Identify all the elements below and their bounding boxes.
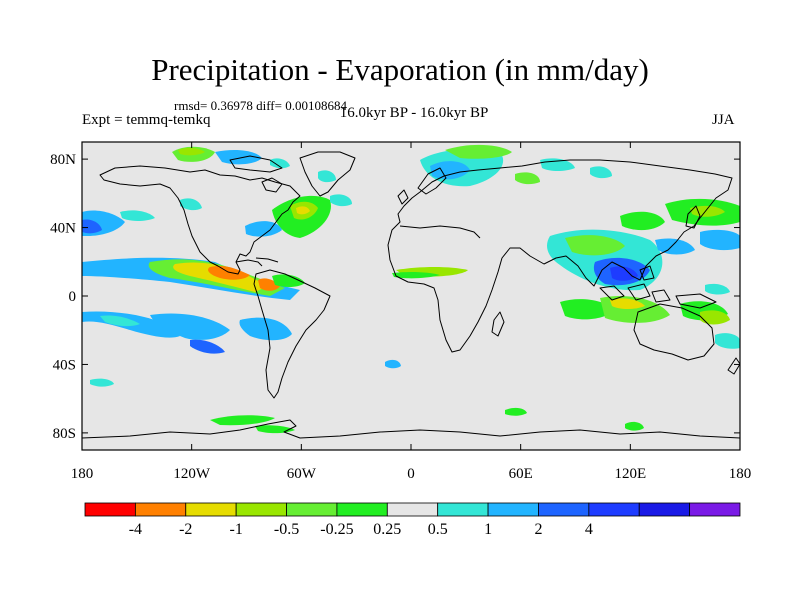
colorbar-swatch [336, 502, 388, 517]
season-label: JJA [712, 112, 735, 128]
coastline-scandinavia [417, 167, 447, 195]
colorbar-label: 4 [585, 521, 593, 538]
anomaly-region [515, 172, 540, 185]
lat-tick-label: 0 [69, 289, 77, 305]
anomaly-region [210, 415, 275, 426]
lat-tick-label: 80S [53, 426, 76, 442]
lon-tick-label: 180 [71, 466, 94, 482]
lat-tick-label: 40S [53, 357, 76, 373]
colorbar-label: -1 [229, 521, 242, 538]
coastline-japan [685, 205, 701, 229]
lat-tick-label: 80N [50, 152, 76, 168]
anomaly-region [705, 283, 730, 295]
colorbar-swatch [689, 502, 741, 517]
anomaly-region [82, 219, 102, 234]
anomaly-region [272, 274, 305, 288]
lon-tick-label: 60E [509, 466, 533, 482]
colorbar-swatch [588, 502, 640, 517]
anomaly-region [90, 378, 114, 387]
anomaly-region [150, 313, 230, 340]
anomaly-region [208, 265, 250, 280]
lon-tick-label: 60W [287, 466, 317, 482]
coastline-arctic-islands [229, 155, 283, 193]
anomaly-region [245, 221, 282, 237]
anomaly-region [239, 317, 292, 341]
colorbar-label: -2 [179, 521, 192, 538]
colorbar-label: -4 [129, 521, 142, 538]
colorbar-swatch [386, 502, 439, 517]
anomaly-region [430, 161, 470, 180]
figure-title: Precipitation - Evaporation (in mm/day) [151, 52, 649, 87]
coastlines [82, 151, 740, 439]
coastline-yucatan-caribbean [235, 257, 279, 267]
coastline-north-america [99, 165, 301, 275]
anomaly-region [700, 229, 740, 251]
anomaly-region [505, 407, 527, 416]
coastline-eurasia-africa [387, 159, 733, 353]
colorbar-swatch [638, 502, 691, 517]
anomaly-region [560, 299, 615, 320]
anomaly-region [330, 194, 352, 207]
colorbar-swatch [487, 502, 539, 517]
colorbar-swatch [134, 502, 187, 517]
coastline-uk [397, 189, 409, 205]
anomaly-region [620, 211, 665, 231]
colorbar-label: -0.5 [274, 521, 299, 538]
coastline-new-zealand [727, 357, 740, 375]
axis-ticks: 80N 40N 0 40S 80S 180 120W 60W 0 60E 120E 180 [50, 142, 751, 482]
anomaly-region [445, 144, 512, 159]
colorbar-label: -0.25 [320, 521, 353, 538]
anomaly-region [700, 310, 730, 325]
coastline-mediterranean [399, 225, 481, 239]
anomaly-region [610, 266, 638, 281]
coastline-madagascar [491, 311, 505, 337]
coastline-maritime-continent [599, 265, 717, 309]
colorbar-label: 0.25 [373, 521, 401, 538]
experiment-label: Expt = temmq-temkq [82, 112, 211, 128]
colorbar: -4 -2 -1 -0.5 -0.25 0.25 0.5 1 2 4 [84, 502, 741, 538]
colorbar-swatch [185, 502, 237, 517]
lon-tick-label: 0 [407, 466, 415, 482]
colorbar-swatch [538, 502, 590, 517]
anomaly-region [178, 147, 205, 156]
anomaly-region [120, 210, 155, 221]
anomaly-region [190, 339, 225, 354]
lon-tick-label: 120E [614, 466, 646, 482]
anomaly-region [715, 333, 740, 349]
anomaly-region [385, 359, 401, 369]
anomaly-region [610, 298, 645, 309]
anomaly-region [296, 206, 310, 215]
anomaly-layer [82, 144, 740, 434]
colorbar-swatch [286, 502, 338, 517]
lat-tick-label: 40N [50, 221, 76, 237]
colorbar-swatch [437, 502, 489, 517]
map-background [82, 142, 740, 450]
lon-tick-label: 180 [729, 466, 752, 482]
anomaly-region [655, 238, 695, 255]
colorbar-label: 1 [484, 521, 492, 538]
coastline-greenland [299, 151, 356, 197]
anomaly-region [590, 166, 612, 179]
anomaly-region [215, 150, 262, 165]
coastline-australia [633, 303, 715, 361]
anomaly-region [565, 235, 625, 256]
rmsd-stats: rmsd= 0.36978 diff= 0.00108684 [174, 98, 347, 113]
colorbar-label: 2 [534, 521, 542, 538]
period-label: 16.0kyr BP - 16.0kyr BP [339, 105, 489, 121]
colorbar-label: 0.5 [428, 521, 448, 538]
anomaly-region [180, 198, 202, 211]
coastline-south-america [253, 269, 331, 399]
colorbar-swatch [84, 502, 136, 517]
coastline-antarctica [82, 419, 740, 439]
colorbar-swatch [235, 502, 287, 517]
anomaly-region [318, 170, 336, 183]
anomaly-region [625, 421, 644, 431]
anomaly-region [392, 271, 440, 279]
anomaly-region [270, 158, 290, 169]
lon-tick-label: 120W [173, 466, 211, 482]
anomaly-region [100, 315, 140, 327]
